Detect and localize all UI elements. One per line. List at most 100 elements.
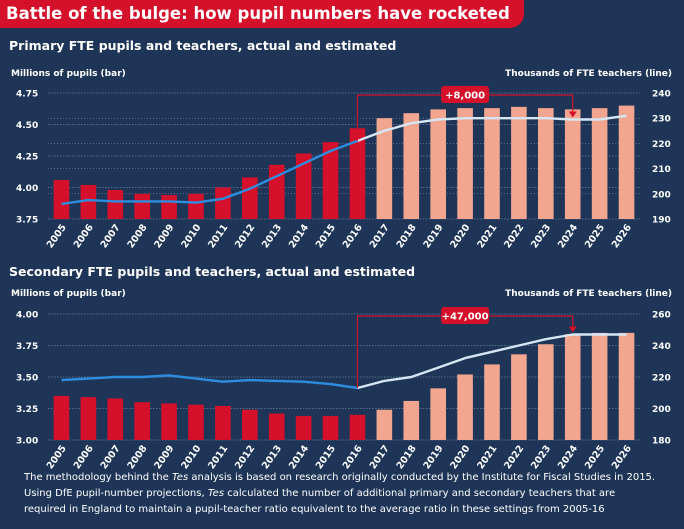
primary-bar-2026 [618, 105, 635, 219]
secondary-xtick-2020: 2020 [448, 443, 472, 471]
secondary-bar-2022 [511, 354, 527, 440]
footnote-line-1: The methodology behind the Tes analysis … [24, 472, 656, 483]
secondary-y2tick-3: 240 [652, 342, 671, 352]
primary-bar-2007 [107, 190, 124, 219]
primary-bar-2014 [295, 153, 312, 219]
secondary-bar-2021 [484, 364, 500, 440]
secondary-bar-2023 [538, 344, 554, 440]
secondary-bar-2011 [215, 405, 231, 440]
secondary-annotation-badge [441, 307, 490, 324]
secondary-xtick-2023: 2023 [529, 443, 553, 471]
primary-bar-2008 [134, 193, 150, 219]
secondary-bar-2019 [430, 388, 446, 440]
secondary-xtick-2021: 2021 [475, 443, 499, 471]
primary-annotation-arrowhead [568, 111, 577, 118]
primary-xtick-2018: 2018 [395, 222, 419, 250]
secondary-xtick-2018: 2018 [395, 443, 419, 471]
secondary-xtick-2017: 2017 [368, 443, 392, 471]
secondary-bar-2010 [188, 404, 204, 440]
primary-xtick-2019: 2019 [421, 222, 445, 250]
secondary-xtick-2007: 2007 [99, 443, 123, 471]
secondary-ytick-1: 3.25 [16, 405, 38, 415]
primary-xtick-2026: 2026 [610, 222, 634, 250]
primary-xtick-2009: 2009 [152, 222, 176, 250]
primary-y2tick-3: 220 [652, 140, 671, 150]
secondary-bar-2009 [161, 403, 177, 440]
secondary-y2tick-2: 220 [652, 374, 671, 384]
headline: Battle of the bulge: how pupil numbers h… [6, 4, 510, 23]
primary-xtick-2008: 2008 [125, 222, 149, 250]
footnote-line-3: required in England to maintain a pupil-… [24, 504, 605, 515]
primary-bar-2012 [242, 177, 258, 219]
primary-ytick-0: 3.75 [16, 216, 38, 226]
secondary-line-actual [61, 374, 358, 390]
primary-bar-2023 [538, 108, 554, 219]
primary-bar-2017 [376, 118, 393, 219]
primary-y2tick-5: 240 [652, 90, 671, 100]
primary-y2tick-0: 190 [652, 216, 671, 226]
secondary-y2tick-0: 180 [652, 437, 671, 447]
secondary-xtick-2008: 2008 [125, 443, 149, 471]
primary-annotation-label: +8,000 [445, 91, 485, 102]
secondary-xtick-2025: 2025 [583, 443, 607, 471]
primary-xtick-2011: 2011 [206, 222, 230, 250]
secondary-xtick-2024: 2024 [556, 443, 580, 471]
primary-xtick-2016: 2016 [341, 222, 365, 250]
primary-bar-2018 [403, 113, 420, 219]
secondary-bar-2007 [107, 398, 124, 440]
secondary-xtick-2009: 2009 [152, 443, 176, 471]
methodology-footnote: The methodology behind the Tes analysis … [24, 470, 674, 518]
secondary-bar-2024 [564, 334, 581, 440]
primary-bar-2021 [484, 108, 500, 219]
secondary-ylabel: Millions of pupils (bar) [11, 289, 126, 299]
primary-ytick-4: 4.75 [16, 90, 38, 100]
secondary-xtick-2011: 2011 [206, 443, 230, 471]
primary-bar-2011 [215, 187, 231, 219]
primary-bar-2024 [564, 109, 581, 219]
primary-y2tick-1: 200 [652, 190, 671, 200]
secondary-ytick-3: 3.75 [16, 342, 38, 352]
primary-annotation-badge [441, 86, 490, 103]
primary-line-actual [61, 139, 358, 206]
primary-xtick-2022: 2022 [502, 222, 526, 250]
secondary-xtick-2022: 2022 [502, 443, 526, 471]
primary-xtick-2021: 2021 [475, 222, 499, 250]
secondary-xtick-2006: 2006 [72, 443, 96, 471]
primary-y2tick-4: 230 [652, 115, 671, 125]
secondary-xtick-2026: 2026 [610, 443, 634, 471]
secondary-ytick-2: 3.50 [16, 374, 38, 384]
footnote-line-2: Using DfE pupil-number projections, Tes … [24, 488, 616, 499]
primary-xtick-2020: 2020 [448, 222, 472, 250]
secondary-chart-title: Secondary FTE pupils and teachers, actua… [9, 264, 416, 279]
secondary-xtick-2015: 2015 [314, 443, 338, 471]
secondary-bar-2005 [53, 395, 70, 440]
primary-y2tick-2: 210 [652, 165, 671, 175]
primary-xtick-2012: 2012 [233, 222, 257, 250]
primary-bar-2015 [322, 142, 339, 219]
secondary-bar-2015 [322, 416, 339, 440]
secondary-line-estimated [357, 333, 627, 390]
primary-xtick-2015: 2015 [314, 222, 338, 250]
primary-ylabel: Millions of pupils (bar) [11, 69, 126, 79]
primary-y2label: Thousands of FTE teachers (line) [505, 69, 672, 79]
primary-ytick-1: 4.00 [16, 184, 38, 194]
primary-bar-2025 [591, 108, 608, 219]
primary-xtick-2010: 2010 [179, 222, 203, 250]
primary-bar-2016 [349, 128, 366, 219]
secondary-bar-2016 [349, 414, 366, 440]
primary-ytick-3: 4.50 [16, 121, 38, 131]
secondary-xtick-2005: 2005 [45, 443, 69, 471]
primary-bar-2020 [457, 108, 473, 219]
secondary-bar-2014 [295, 416, 312, 440]
primary-bar-2009 [161, 195, 177, 219]
primary-bar-2006 [80, 184, 97, 219]
primary-xtick-2007: 2007 [99, 222, 123, 250]
secondary-y2label: Thousands of FTE teachers (line) [505, 289, 672, 299]
secondary-ytick-0: 3.00 [16, 437, 38, 447]
primary-xtick-2005: 2005 [45, 222, 69, 250]
secondary-xtick-2014: 2014 [287, 443, 311, 471]
primary-xtick-2014: 2014 [287, 222, 311, 250]
secondary-bar-2026 [618, 332, 635, 440]
secondary-bar-2008 [134, 402, 150, 440]
